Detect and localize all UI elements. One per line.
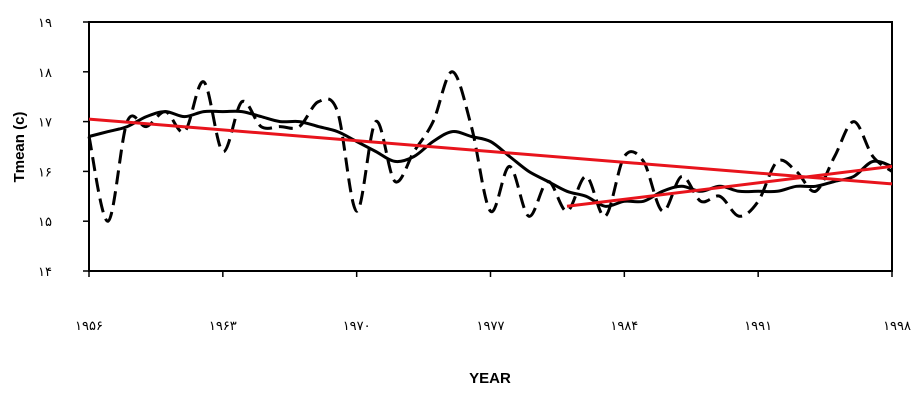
y-axis-title: Tmean (c) bbox=[11, 112, 28, 183]
x-tick-label: ۱۹۷۷ bbox=[477, 319, 505, 334]
series-line-1 bbox=[87, 70, 893, 223]
y-axis: ۱۴ ۱۵ ۱۶ ۱۷ ۱۸ ۱۹ bbox=[38, 16, 89, 280]
x-tick-label: ۱۹۶۳ bbox=[209, 319, 237, 334]
x-tick-label: ۱۹۹۱ bbox=[744, 319, 772, 334]
x-tick-label: ۱۹۷۰ bbox=[343, 319, 371, 334]
x-axis: ۱۹۵۶ ۱۹۶۳ ۱۹۷۰ ۱۹۷۷ ۱۹۸۴ ۱۹۹۱ ۱۹۹۸ bbox=[75, 271, 911, 334]
y-tick-label: ۱۸ bbox=[38, 66, 52, 81]
series-line-4 bbox=[566, 164, 893, 208]
series-line-2 bbox=[88, 109, 893, 208]
x-tick-label: ۱۹۹۸ bbox=[883, 319, 911, 334]
y-tick-label: ۱۹ bbox=[38, 16, 52, 31]
y-tick-label: ۱۷ bbox=[38, 116, 52, 131]
y-tick-label: ۱۵ bbox=[38, 215, 52, 230]
series-line-3 bbox=[88, 117, 893, 186]
y-tick-label: ۱۴ bbox=[38, 265, 52, 280]
plot-area bbox=[88, 21, 893, 272]
y-tick-label: ۱۶ bbox=[38, 165, 52, 180]
x-tick-label: ۱۹۵۶ bbox=[75, 319, 103, 334]
series-group bbox=[87, 70, 893, 223]
x-axis-title: YEAR bbox=[469, 370, 511, 387]
x-tick-label: ۱۹۸۴ bbox=[610, 319, 638, 334]
